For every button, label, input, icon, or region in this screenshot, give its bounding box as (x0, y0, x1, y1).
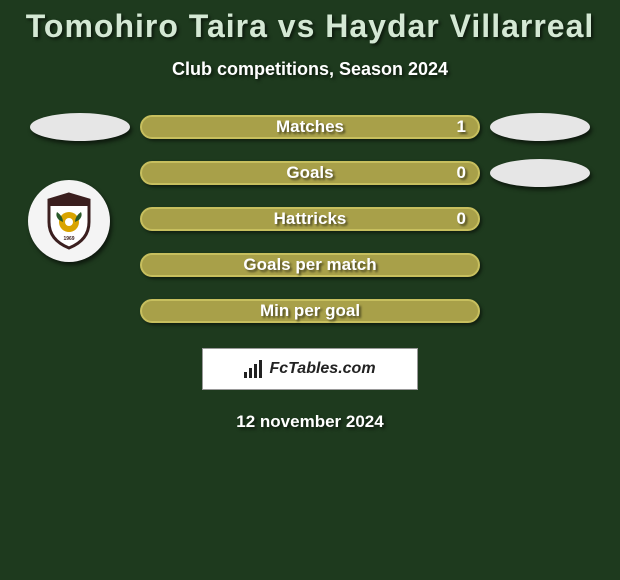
signal-bars-icon (244, 360, 262, 378)
club-badge-left: 1969 (28, 180, 110, 262)
avatar-placeholder-right (490, 159, 590, 187)
stat-row: Matches 1 (0, 118, 620, 136)
stat-label: Goals per match (142, 255, 478, 275)
right-side (480, 118, 600, 136)
avatar-placeholder-right (490, 113, 590, 141)
svg-text:1969: 1969 (63, 236, 74, 242)
left-side (20, 302, 140, 320)
stat-bar: Goals 0 (140, 161, 480, 185)
stat-value: 0 (457, 209, 466, 229)
stat-bar: Min per goal (140, 299, 480, 323)
stat-label: Hattricks (142, 209, 478, 229)
watermark-box: FcTables.com (202, 348, 418, 390)
watermark-label: FcTables.com (269, 360, 375, 378)
stat-bar: Matches 1 (140, 115, 480, 139)
stat-value: 1 (457, 117, 466, 137)
stat-bar: Hattricks 0 (140, 207, 480, 231)
right-side (480, 210, 600, 228)
shield-icon: 1969 (45, 192, 93, 250)
stat-label: Min per goal (142, 301, 478, 321)
right-side (480, 302, 600, 320)
stat-label: Goals (142, 163, 478, 183)
left-side (20, 118, 140, 136)
page-subtitle: Club competitions, Season 2024 (0, 59, 620, 80)
stat-row: Goals per match (0, 256, 620, 274)
left-side (20, 164, 140, 182)
stat-bar: Goals per match (140, 253, 480, 277)
stat-row: Min per goal (0, 302, 620, 320)
stat-row: Goals 0 (0, 164, 620, 182)
footer-date: 12 november 2024 (0, 412, 620, 432)
right-side (480, 256, 600, 274)
stat-value: 0 (457, 163, 466, 183)
watermark-text: FcTables.com (244, 360, 375, 378)
avatar-placeholder-left (30, 113, 130, 141)
stat-label: Matches (142, 117, 478, 137)
page-title: Tomohiro Taira vs Haydar Villarreal (0, 0, 620, 45)
right-side (480, 164, 600, 182)
